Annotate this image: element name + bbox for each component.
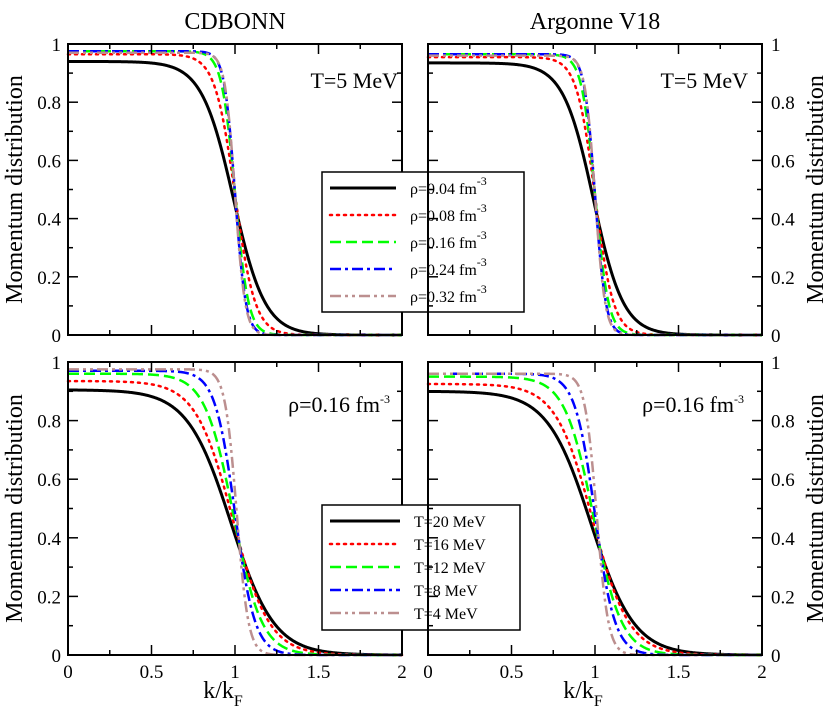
y-tick-label: 0.2 (771, 587, 795, 608)
x-tick-label: 0.5 (140, 662, 164, 683)
y-tick-label: 0.2 (37, 268, 61, 289)
y-tick-label: 0.6 (771, 470, 795, 491)
y-axis-label: Momentum distribution (2, 394, 28, 623)
legend-label: ρ=0.16 fm-3 (410, 228, 487, 252)
y-tick-label: 1 (52, 353, 62, 374)
column-title: Argonne V18 (530, 9, 660, 35)
y-tick-label: 0.4 (37, 529, 61, 550)
x-axis-label: k/kF (203, 678, 243, 710)
legend: T=20 MeV T=16 MeV T=12 MeV T=8 MeV T=4 MeV (321, 504, 521, 631)
legend-label: ρ=0.32 fm-3 (410, 282, 487, 306)
series-line-4 (68, 50, 402, 337)
x-tick-label: 1.5 (667, 662, 691, 683)
x-tick-label: 1 (230, 662, 240, 683)
y-axis-label: Momentum distribution (2, 75, 28, 304)
panel-bottom-left: 0 0.5 1 1.5 2 k/kF 0 0.2 0.4 0.6 0.8 1 Momentum dist… (2, 353, 521, 710)
y-axis-label: Momentum distribution (803, 394, 829, 623)
panel-top-right: 0 0.2 0.4 0.6 0.8 1 Momentum distribution Argon… (426, 9, 829, 347)
y-tick-label: 0.4 (771, 529, 795, 550)
y-tick-label: 0.4 (771, 210, 795, 231)
y-tick-label: 0.8 (37, 93, 61, 114)
legend-label: T=8 MeV (414, 583, 478, 600)
x-tick-label: 2 (397, 662, 407, 683)
y-tick-label: 0.6 (37, 470, 61, 491)
x-tick-label: 0 (423, 662, 433, 683)
panel-bottom-right: 0 0.5 1 1.5 2 k/kF 0 0.2 0.4 0.6 0.8 1 Momentum dist… (423, 353, 829, 710)
x-tick-label: 2 (757, 662, 767, 683)
y-tick-label: 0.2 (771, 268, 795, 289)
x-axis-label: k/kF (563, 678, 603, 710)
y-tick-label: 1 (771, 353, 781, 374)
panel-annotation: ρ=0.16 fm-3 (288, 392, 390, 417)
legend-label: T=12 MeV (414, 560, 486, 577)
y-tick-label: 0 (52, 646, 62, 667)
y-tick-label: 1 (52, 35, 62, 56)
y-axis-label: Momentum distribution (803, 75, 829, 304)
legend-label: ρ=0.24 fm-3 (410, 255, 487, 279)
y-tick-label: 0.6 (771, 151, 795, 172)
legend-label: T=16 MeV (414, 537, 486, 554)
y-tick-label: 0.8 (771, 93, 795, 114)
legend-label: ρ=0.08 fm-3 (410, 201, 487, 225)
y-tick-label: 0 (771, 646, 781, 667)
y-tick-label: 0.4 (37, 210, 61, 231)
legend-label: T=20 MeV (414, 514, 486, 531)
column-title: CDBONN (184, 9, 285, 35)
panel-annotation: ρ=0.16 fm-3 (642, 392, 744, 417)
y-tick-label: 0 (52, 326, 62, 347)
y-tick-label: 0.8 (771, 412, 795, 433)
x-tick-label: 0.5 (500, 662, 524, 683)
x-tick-label: 0 (63, 662, 73, 683)
panel-annotation: T=5 MeV (660, 68, 748, 93)
y-tick-label: 0.8 (37, 412, 61, 433)
legend: ρ=0.04 fm-3 ρ=0.08 fm-3 ρ=0.16 fm-3 ρ=0.24 … (321, 171, 525, 313)
legend-label: ρ=0.04 fm-3 (410, 174, 487, 198)
y-tick-label: 0.2 (37, 587, 61, 608)
y-tick-label: 1 (771, 35, 781, 56)
x-tick-label: 1.5 (307, 662, 331, 683)
legend-label: T=4 MeV (414, 606, 478, 623)
x-tick-label: 1 (590, 662, 600, 683)
y-tick-label: 0 (771, 326, 781, 347)
panel-annotation: T=5 MeV (310, 68, 398, 93)
panel-top-left: 0 0.2 0.4 0.6 0.8 1 Momentum distribution CDBON… (2, 9, 525, 347)
y-tick-label: 0.6 (37, 151, 61, 172)
series-line-5 (428, 372, 762, 657)
